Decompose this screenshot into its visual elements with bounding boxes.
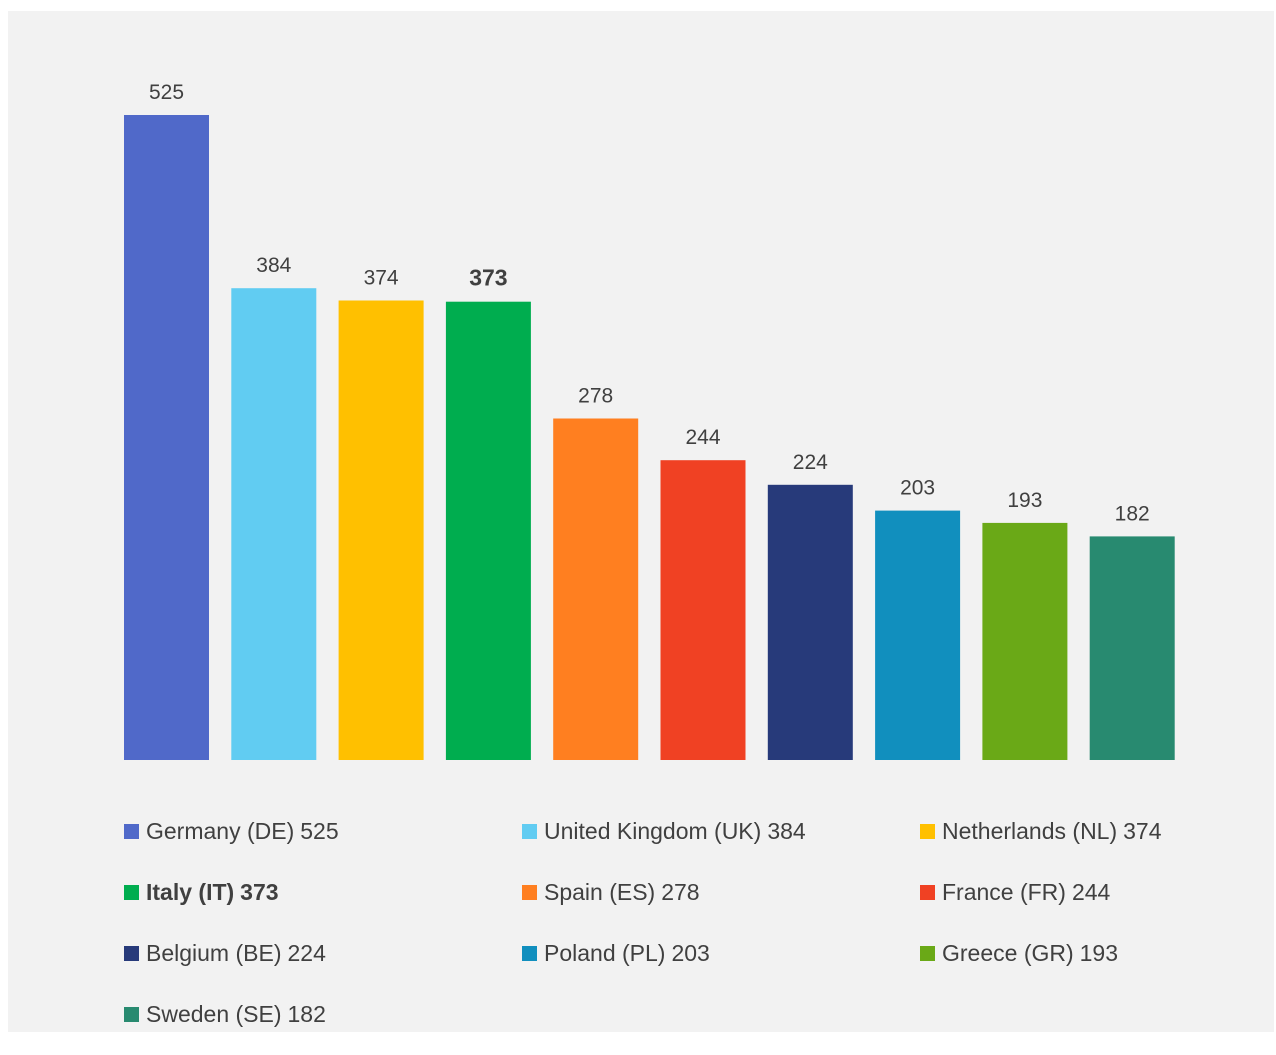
legend-swatch [920,884,935,900]
legend-item-greece-gr: Greece (GR) 193 [920,933,1264,973]
chart-area: 525 384 374 373 278 244 224 203 193 182 Germany (… [8,11,1274,1032]
legend-label: United Kingdom (UK) [544,817,762,844]
legend-label: Greece (GR) [942,939,1074,966]
legend-value: 244 [1071,878,1111,905]
legend-item-germany-de: Germany (DE) 525 [124,811,522,851]
bar-netherlands-nl [338,300,424,760]
legend-item-italy-it: Italy (IT) 373 [124,872,522,912]
bar-france-fr [660,460,746,760]
data-label-spain-es: 278 [578,385,613,408]
bar-greece-gr [982,522,1068,760]
legend-swatch [522,823,537,839]
legend-label: Sweden (SE) [146,1000,282,1027]
legend-label: Germany (DE) [146,817,295,844]
legend-swatch [124,1006,139,1022]
legend-label: Poland (PL) [544,939,666,966]
legend-value: 525 [300,817,339,844]
data-label-sweden-se: 182 [1115,502,1150,525]
legend-item-spain-es: Spain (ES) 278 [522,872,920,912]
legend-label: Netherlands (NL) [942,817,1118,844]
legend-item-united-kingdom-uk: United Kingdom (UK) 384 [522,811,920,851]
bar-plot: 525 384 374 373 278 244 224 203 193 182 [124,81,1175,760]
legend-swatch [920,945,935,961]
bar-italy-it [445,301,531,760]
data-label-italy-it: 373 [469,265,507,291]
legend-value: 224 [287,939,326,966]
legend-label: Belgium (BE) [146,939,282,966]
bar-germany-de [124,115,209,760]
bar-belgium-be [767,484,853,760]
legend-value: 373 [240,878,279,905]
bar-sweden-se [1089,536,1175,760]
legend-item-sweden-se: Sweden (SE) 182 [124,994,522,1034]
legend-label: France (FR) [942,878,1066,905]
legend-item-belgium-be: Belgium (BE) 224 [124,933,522,973]
legend: Germany (DE) 525 United Kingdom (UK) 384 Net… [124,811,1264,1055]
legend-swatch [522,884,537,900]
legend-label: Italy (IT) [146,878,235,905]
legend-value: 182 [287,1000,326,1027]
legend-swatch [124,884,139,900]
bar-spain-es [553,418,639,760]
data-label-france-fr: 244 [685,426,720,449]
legend-swatch [124,945,139,961]
bar-united-kingdom-uk [231,288,317,760]
legend-label: Spain (ES) [544,878,656,905]
bar-poland-pl [875,510,961,760]
legend-value: 193 [1079,939,1119,966]
data-label-greece-gr: 193 [1007,489,1042,512]
legend-swatch [522,945,537,961]
legend-value: 203 [671,939,710,966]
legend-item-france-fr: France (FR) 244 [920,872,1264,912]
data-label-germany-de: 525 [149,81,184,104]
data-label-belgium-be: 224 [793,451,828,474]
legend-item-poland-pl: Poland (PL) 203 [522,933,920,973]
data-label-netherlands-nl: 374 [364,267,399,290]
legend-swatch [124,823,139,839]
legend-value: 278 [661,878,700,905]
data-label-united-kingdom-uk: 384 [256,254,291,277]
data-label-poland-pl: 203 [900,477,935,500]
legend-swatch [920,823,935,839]
legend-value: 384 [767,817,806,844]
legend-item-netherlands-nl: Netherlands (NL) 374 [920,811,1264,851]
legend-value: 374 [1123,817,1162,844]
